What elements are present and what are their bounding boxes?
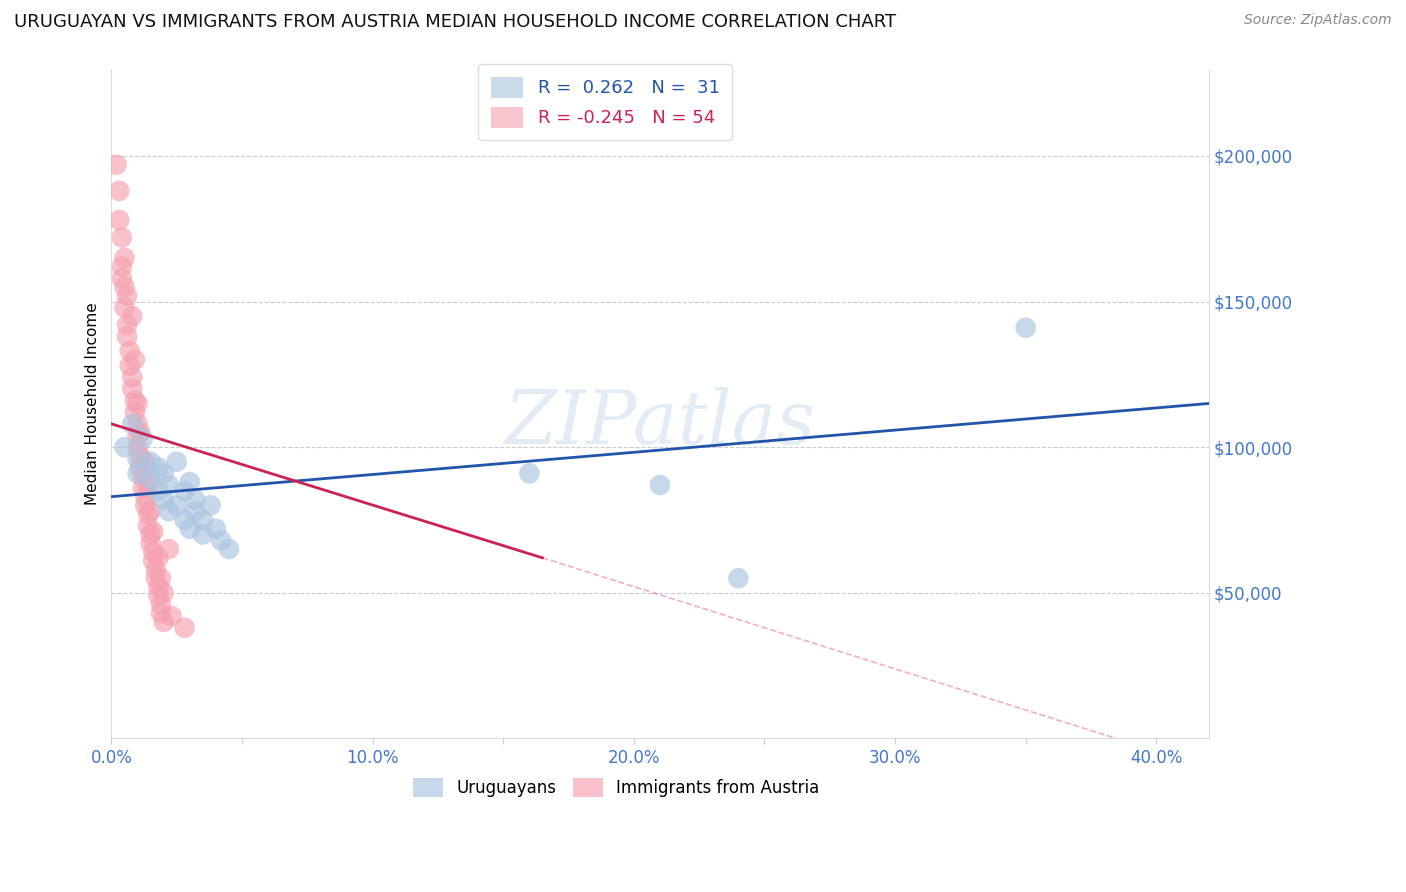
Legend: Uruguayans, Immigrants from Austria: Uruguayans, Immigrants from Austria <box>406 772 827 804</box>
Point <box>152 492 174 507</box>
Point <box>115 329 138 343</box>
Point <box>114 440 136 454</box>
Point <box>114 280 136 294</box>
Point <box>184 492 207 507</box>
Point <box>727 571 749 585</box>
Text: Source: ZipAtlas.com: Source: ZipAtlas.com <box>1244 13 1392 28</box>
Point <box>121 417 143 431</box>
Point <box>121 382 143 396</box>
Point <box>139 472 162 486</box>
Point <box>127 396 149 410</box>
Point <box>124 393 146 408</box>
Point <box>127 440 149 454</box>
Point <box>118 344 141 359</box>
Point <box>139 536 162 550</box>
Point <box>127 467 149 481</box>
Point <box>157 504 180 518</box>
Point <box>157 542 180 557</box>
Point <box>142 545 165 559</box>
Point <box>121 309 143 323</box>
Text: URUGUAYAN VS IMMIGRANTS FROM AUSTRIA MEDIAN HOUSEHOLD INCOME CORRELATION CHART: URUGUAYAN VS IMMIGRANTS FROM AUSTRIA MED… <box>14 13 896 31</box>
Point <box>132 481 155 495</box>
Point <box>108 213 131 227</box>
Point <box>173 621 195 635</box>
Point <box>118 359 141 373</box>
Point <box>157 478 180 492</box>
Point <box>124 352 146 367</box>
Point <box>114 251 136 265</box>
Point <box>115 318 138 332</box>
Point <box>152 586 174 600</box>
Point <box>136 507 159 521</box>
Point <box>150 598 173 612</box>
Point <box>136 478 159 492</box>
Point <box>124 405 146 419</box>
Point <box>136 518 159 533</box>
Point <box>139 527 162 541</box>
Point <box>132 469 155 483</box>
Y-axis label: Median Household Income: Median Household Income <box>86 302 100 505</box>
Point <box>191 513 214 527</box>
Point <box>148 580 170 594</box>
Point <box>145 571 167 585</box>
Point <box>127 417 149 431</box>
Point <box>134 455 156 469</box>
Point <box>111 230 134 244</box>
Point <box>200 499 222 513</box>
Point <box>152 615 174 629</box>
Point <box>111 271 134 285</box>
Point <box>519 467 541 481</box>
Point <box>129 460 152 475</box>
Point <box>173 483 195 498</box>
Point <box>148 460 170 475</box>
Text: ZIPatlas: ZIPatlas <box>505 387 815 459</box>
Point <box>648 478 671 492</box>
Point <box>139 455 162 469</box>
Point <box>129 425 152 440</box>
Point <box>191 527 214 541</box>
Point <box>148 483 170 498</box>
Point <box>150 606 173 620</box>
Point <box>179 475 201 489</box>
Point <box>127 428 149 442</box>
Point <box>173 513 195 527</box>
Point <box>132 432 155 446</box>
Point <box>127 451 149 466</box>
Point <box>205 522 228 536</box>
Point <box>139 504 162 518</box>
Point <box>142 554 165 568</box>
Point <box>150 571 173 585</box>
Point <box>166 455 188 469</box>
Point <box>148 550 170 565</box>
Point <box>160 609 183 624</box>
Point <box>1015 320 1038 334</box>
Point <box>108 184 131 198</box>
Point <box>114 301 136 315</box>
Point <box>184 504 207 518</box>
Point <box>134 499 156 513</box>
Point <box>111 260 134 274</box>
Point <box>129 449 152 463</box>
Point <box>218 542 240 557</box>
Point <box>152 467 174 481</box>
Point <box>142 524 165 539</box>
Point <box>179 522 201 536</box>
Point <box>148 589 170 603</box>
Point <box>134 490 156 504</box>
Point <box>105 158 128 172</box>
Point <box>115 289 138 303</box>
Point <box>209 533 232 548</box>
Point <box>166 499 188 513</box>
Point <box>145 562 167 576</box>
Point <box>121 370 143 384</box>
